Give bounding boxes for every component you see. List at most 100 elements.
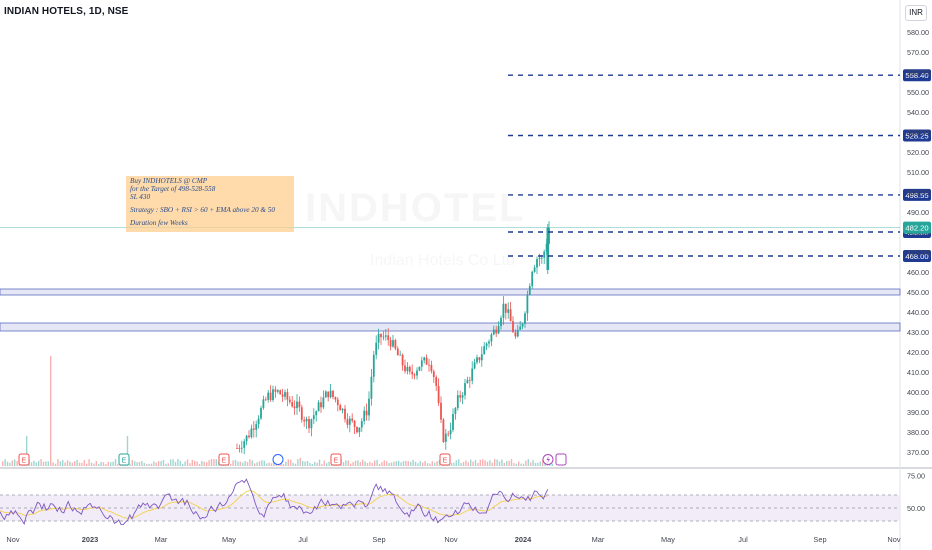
volume-bar: [184, 461, 186, 466]
level-price-tag: [903, 188, 931, 201]
earnings-marker-icon[interactable]: [330, 453, 342, 466]
time-tick-label: Mar: [155, 535, 168, 544]
dividend-marker-icon[interactable]: [118, 453, 130, 466]
volume-bar: [6, 461, 9, 466]
candle-body: [538, 257, 541, 260]
volume-bar: [453, 462, 455, 466]
candle-body: [413, 374, 416, 376]
candle-body: [411, 371, 414, 375]
volume-bar: [206, 462, 208, 466]
volume-bar: [294, 463, 297, 466]
price-tick-label: 390.00: [907, 408, 929, 417]
split-marker-icon[interactable]: [272, 454, 284, 465]
candle-body: [425, 357, 428, 365]
candle-body: [344, 408, 346, 420]
candle-body: [245, 435, 248, 442]
volume-bar: [191, 459, 193, 466]
volume-bar: [30, 462, 33, 466]
volume-bar: [402, 461, 405, 466]
volume-bar: [398, 460, 400, 466]
candle-body: [442, 419, 445, 442]
candle-body: [432, 371, 435, 378]
candle-body: [406, 366, 409, 372]
candle-body: [500, 317, 502, 327]
support-zone[interactable]: [0, 322, 901, 332]
support-zone[interactable]: [0, 288, 901, 296]
candle-body: [497, 326, 500, 334]
price-tick-label: 460.00: [907, 268, 929, 277]
candle-body: [488, 341, 490, 344]
volume-bar: [239, 461, 241, 466]
volume-bar: [38, 460, 40, 466]
volume-bar: [417, 463, 419, 466]
candle-body: [404, 365, 406, 372]
candle-body: [533, 267, 536, 272]
candle-body: [243, 441, 246, 448]
volume-bar: [210, 459, 213, 466]
volume-bar: [510, 459, 513, 466]
candle-body: [471, 368, 474, 381]
volume-bar: [520, 463, 522, 466]
price-tick-label: 400.00: [907, 388, 929, 397]
candle-body: [327, 391, 330, 398]
dividend-marker-label: E: [122, 458, 127, 465]
earnings-marker-label: E: [443, 458, 448, 465]
volume-bar: [539, 461, 541, 466]
upcoming-earnings-icon[interactable]: [555, 453, 567, 466]
volume-bar: [59, 461, 61, 466]
earnings-marker-icon[interactable]: [439, 453, 451, 466]
note-line: Duration few Weeks: [130, 219, 188, 228]
volume-bar: [203, 461, 205, 466]
candle-body: [272, 389, 274, 401]
volume-bar: [64, 462, 66, 466]
volume-bar: [86, 463, 88, 466]
trade-note[interactable]: Buy INDHOTELS @ CMP for the Target of 49…: [126, 176, 294, 232]
candle-body: [279, 390, 282, 395]
volume-bar: [40, 459, 42, 466]
volume-bar: [326, 463, 328, 466]
candle-body: [300, 407, 303, 420]
candle-body: [255, 424, 258, 430]
volume-bar: [410, 461, 412, 466]
volume-bar: [292, 462, 294, 466]
candle-body: [440, 402, 442, 420]
candle-body: [353, 420, 356, 427]
candle-body: [420, 360, 423, 367]
level-price-label: 468.00: [905, 252, 928, 261]
level-price-tag: [903, 69, 931, 82]
volume-bar: [359, 462, 361, 466]
volume-bar: [374, 460, 376, 466]
earnings-marker-icon[interactable]: [18, 453, 30, 466]
volume-bar: [194, 460, 196, 466]
candle-body: [346, 419, 349, 425]
price-tick-label: 450.00: [907, 288, 929, 297]
volume-bar: [158, 461, 160, 466]
price-tick-label: 530.00: [907, 128, 929, 137]
candle-body: [444, 433, 447, 442]
price-tick-label: 570.00: [907, 48, 929, 57]
volume-bar: [419, 461, 421, 466]
currency-button[interactable]: INR: [905, 5, 927, 21]
volume-bar: [45, 461, 47, 466]
volume-bar: [155, 462, 157, 466]
price-tick-label: 440.00: [907, 308, 929, 317]
volume-bar: [542, 459, 544, 466]
price-tick-label: 470.00: [907, 248, 929, 257]
volume-bar: [513, 463, 515, 466]
volume-bar: [81, 462, 83, 466]
candle-body: [540, 257, 543, 259]
volume-bar: [268, 462, 270, 466]
volume-bar: [366, 463, 369, 466]
candle-body: [358, 427, 361, 433]
candle-body: [408, 366, 411, 372]
volume-bar: [126, 436, 129, 466]
earnings-marker-icon[interactable]: [218, 453, 230, 466]
candle-body: [480, 354, 483, 361]
volume-bar: [76, 459, 78, 466]
volume-bar: [26, 436, 28, 466]
volume-bar: [153, 461, 155, 466]
candle-body: [363, 410, 366, 422]
level-price-label: 498.55: [905, 191, 928, 200]
chart-title: INDIAN HOTELS, 1D, NSE: [4, 6, 129, 17]
